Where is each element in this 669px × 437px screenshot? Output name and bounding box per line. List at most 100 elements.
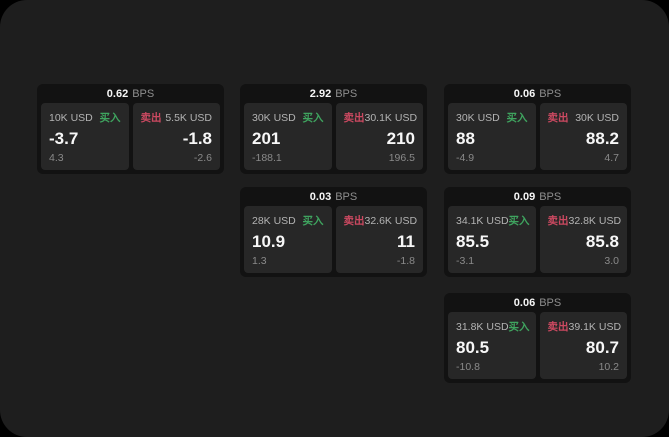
sell-delta: 4.7: [604, 152, 619, 164]
sell-amount: 30K USD: [575, 111, 619, 124]
sell-panel-header: 卖出 32.6K USD: [343, 213, 418, 228]
quote-card: 0.03 BPS 28K USD 买入 10.9 1.3 卖出 32.6K US…: [240, 187, 427, 277]
buy-tag: 买入: [302, 215, 324, 227]
sell-delta: -1.8: [396, 255, 415, 267]
buy-amount: 31.8K USD: [456, 320, 509, 333]
sell-price: 11: [397, 231, 415, 251]
buy-amount: 10K USD: [49, 111, 93, 124]
sell-amount: 30.1K USD: [364, 111, 418, 124]
bps-unit-label: BPS: [539, 190, 562, 203]
sell-tag: 卖出: [547, 215, 569, 227]
sell-tag: 卖出: [343, 112, 365, 124]
sell-tag: 卖出: [547, 112, 569, 124]
card-header: 0.62 BPS: [37, 84, 224, 103]
buy-panel-header: 30K USD 买入: [252, 110, 324, 125]
quote-card: 0.62 BPS 10K USD 买入 -3.7 4.3 卖出 5.5K USD: [37, 84, 224, 174]
sell-price: 85.8: [585, 231, 619, 251]
buy-panel[interactable]: 28K USD 买入 10.9 1.3: [244, 206, 332, 273]
sell-panel[interactable]: 卖出 30K USD 88.2 4.7: [539, 103, 627, 170]
card-body: 34.1K USD 买入 85.5 -3.1 卖出 32.8K USD 85.8…: [444, 206, 631, 277]
card-body: 30K USD 买入 201 -188.1 卖出 30.1K USD 210 1…: [240, 103, 427, 174]
sell-panel-header: 卖出 30K USD: [548, 110, 620, 125]
card-body: 28K USD 买入 10.9 1.3 卖出 32.6K USD 11 -1.8: [240, 206, 427, 277]
buy-delta: -10.8: [456, 361, 480, 373]
sell-panel[interactable]: 卖出 30.1K USD 210 196.5: [335, 103, 423, 170]
sell-tag: 卖出: [140, 112, 162, 124]
sell-panel[interactable]: 卖出 32.6K USD 11 -1.8: [335, 206, 423, 273]
buy-price: 80.5: [456, 337, 490, 357]
bps-unit-label: BPS: [539, 87, 562, 100]
bps-value: 0.09: [513, 190, 536, 203]
buy-delta: -4.9: [456, 152, 475, 164]
sell-amount: 32.8K USD: [568, 214, 622, 227]
buy-tag: 买入: [508, 215, 530, 227]
buy-panel-header: 28K USD 买入: [252, 213, 324, 228]
buy-delta: -3.1: [456, 255, 475, 267]
quote-card: 0.09 BPS 34.1K USD 买入 85.5 -3.1 卖出 32.8K…: [444, 187, 631, 277]
buy-price: -3.7: [49, 128, 79, 148]
buy-tag: 买入: [508, 321, 530, 333]
sell-delta: 10.2: [598, 361, 619, 373]
bps-unit-label: BPS: [335, 87, 358, 100]
sell-price: 210: [386, 128, 415, 148]
card-body: 30K USD 买入 88 -4.9 卖出 30K USD 88.2 4.7: [444, 103, 631, 174]
sell-price: 88.2: [585, 128, 619, 148]
bps-value: 0.06: [513, 296, 536, 309]
buy-price: 85.5: [456, 231, 490, 251]
sell-panel-header: 卖出 30.1K USD: [343, 110, 418, 125]
bps-unit-label: BPS: [539, 296, 562, 309]
card-header: 2.92 BPS: [240, 84, 427, 103]
bps-unit-label: BPS: [335, 190, 358, 203]
buy-tag: 买入: [302, 112, 324, 124]
sell-panel-header: 卖出 32.8K USD: [547, 213, 622, 228]
quote-card: 0.06 BPS 31.8K USD 买入 80.5 -10.8 卖出 39.1…: [444, 293, 631, 383]
bps-value: 0.62: [106, 87, 129, 100]
card-header: 0.06 BPS: [444, 84, 631, 103]
buy-panel-header: 31.8K USD 买入: [456, 319, 530, 334]
buy-panel[interactable]: 30K USD 买入 88 -4.9: [448, 103, 536, 170]
buy-tag: 买入: [506, 112, 528, 124]
sell-panel-header: 卖出 5.5K USD: [141, 110, 213, 125]
sell-amount: 32.6K USD: [364, 214, 418, 227]
buy-panel[interactable]: 10K USD 买入 -3.7 4.3: [41, 103, 129, 170]
buy-panel-header: 30K USD 买入: [456, 110, 528, 125]
buy-amount: 34.1K USD: [456, 214, 509, 227]
sell-panel[interactable]: 卖出 5.5K USD -1.8 -2.6: [132, 103, 220, 170]
sell-delta: 196.5: [388, 152, 415, 164]
card-body: 10K USD 买入 -3.7 4.3 卖出 5.5K USD -1.8 -2.…: [37, 103, 224, 174]
sell-panel[interactable]: 卖出 32.8K USD 85.8 3.0: [539, 206, 627, 273]
card-body: 31.8K USD 买入 80.5 -10.8 卖出 39.1K USD 80.…: [444, 312, 631, 383]
buy-amount: 30K USD: [456, 111, 500, 124]
quote-card: 0.06 BPS 30K USD 买入 88 -4.9 卖出 30K USD: [444, 84, 631, 174]
buy-price: 10.9: [252, 231, 286, 251]
buy-panel-header: 34.1K USD 买入: [456, 213, 530, 228]
buy-amount: 30K USD: [252, 111, 296, 124]
buy-panel[interactable]: 31.8K USD 买入 80.5 -10.8: [448, 312, 536, 379]
buy-price: 201: [252, 128, 281, 148]
sell-amount: 39.1K USD: [568, 320, 622, 333]
sell-delta: 3.0: [604, 255, 619, 267]
buy-amount: 28K USD: [252, 214, 296, 227]
sell-tag: 卖出: [343, 215, 365, 227]
bps-value: 0.03: [309, 190, 332, 203]
buy-panel-header: 10K USD 买入: [49, 110, 121, 125]
buy-panel[interactable]: 34.1K USD 买入 85.5 -3.1: [448, 206, 536, 273]
buy-tag: 买入: [99, 112, 121, 124]
sell-delta: -2.6: [193, 152, 212, 164]
buy-panel[interactable]: 30K USD 买入 201 -188.1: [244, 103, 332, 170]
bps-value: 2.92: [309, 87, 332, 100]
buy-delta: -188.1: [252, 152, 282, 164]
bps-unit-label: BPS: [132, 87, 155, 100]
sell-tag: 卖出: [547, 321, 569, 333]
sell-price: -1.8: [182, 128, 212, 148]
card-header: 0.06 BPS: [444, 293, 631, 312]
sell-panel[interactable]: 卖出 39.1K USD 80.7 10.2: [539, 312, 627, 379]
buy-delta: 1.3: [252, 255, 267, 267]
sell-price: 80.7: [585, 337, 619, 357]
quote-card: 2.92 BPS 30K USD 买入 201 -188.1 卖出 30.1K …: [240, 84, 427, 174]
buy-delta: 4.3: [49, 152, 64, 164]
buy-price: 88: [456, 128, 475, 148]
bps-value: 0.06: [513, 87, 536, 100]
